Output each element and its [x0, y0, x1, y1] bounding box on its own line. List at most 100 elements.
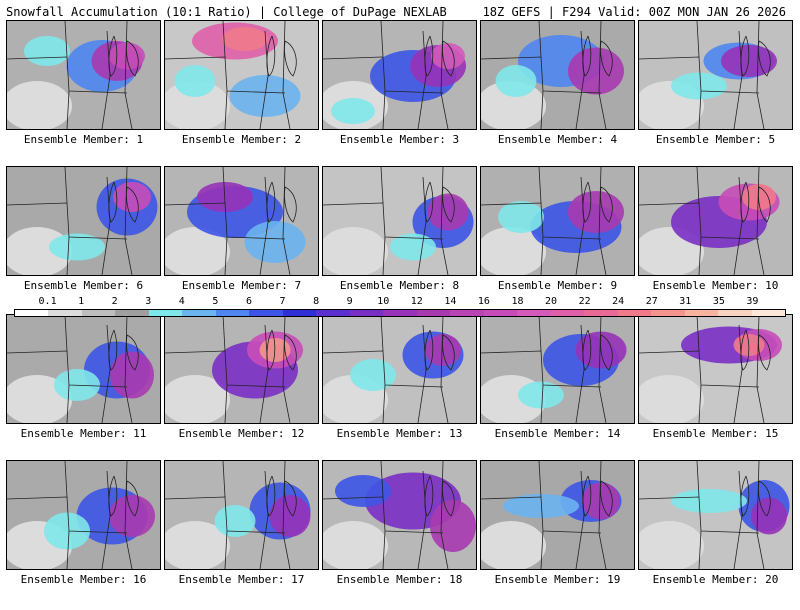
state-border — [424, 35, 434, 77]
state-border — [696, 315, 700, 352]
state-border — [66, 90, 70, 129]
legend-swatch — [115, 310, 149, 316]
state-border — [108, 35, 118, 77]
state-border — [417, 324, 427, 423]
legend-swatch — [517, 310, 551, 316]
state-border — [575, 30, 585, 129]
state-border — [733, 30, 743, 129]
legend-swatch — [282, 310, 317, 316]
light-snow-area — [481, 227, 546, 275]
map-frame — [638, 314, 793, 424]
snowfall-map — [7, 167, 160, 275]
state-border — [733, 324, 743, 423]
snowfall-contour — [427, 193, 469, 231]
ensemble-member-label: Ensemble Member: 4 — [497, 133, 618, 146]
snowfall-contour — [742, 184, 776, 210]
legend-swatch — [718, 310, 752, 316]
state-border — [575, 324, 585, 423]
state-border — [323, 350, 444, 388]
legend-tick-label: 27 — [645, 296, 658, 307]
map-frame — [164, 166, 319, 276]
state-border — [382, 236, 386, 275]
state-border — [323, 496, 444, 534]
legend-swatch — [584, 310, 618, 316]
snowfall-contour — [222, 27, 268, 51]
legend-swatch — [81, 310, 116, 316]
ensemble-member-label: Ensemble Member: 13 — [336, 427, 463, 440]
state-border — [740, 35, 750, 77]
legend-tick-label: 6 — [245, 296, 252, 307]
state-border — [101, 470, 111, 569]
chart-title-right: 18Z GEFS | F294 Valid: 00Z MON JAN 26 20… — [482, 5, 786, 19]
state-border — [126, 334, 139, 371]
state-border — [7, 202, 128, 240]
ensemble-member-label: Ensemble Member: 16 — [20, 573, 147, 586]
state-border — [582, 475, 592, 517]
state-border — [442, 480, 455, 517]
state-border — [101, 176, 111, 275]
state-border — [323, 56, 444, 94]
ensemble-member-label: Ensemble Member: 15 — [652, 427, 779, 440]
ensemble-panel: Ensemble Member: 20 — [638, 460, 793, 610]
snowfall-contour — [431, 43, 465, 69]
panel-row: Ensemble Member: 11 Ensemble Member: 12 En… — [6, 314, 794, 464]
legend-swatch — [349, 310, 384, 316]
state-border — [698, 530, 702, 569]
map-frame — [480, 460, 635, 570]
state-border — [698, 90, 702, 129]
snowfall-map — [7, 21, 160, 129]
light-snow-area — [165, 521, 230, 569]
legend-swatch — [751, 310, 786, 316]
state-border — [284, 186, 297, 223]
legend-swatch — [148, 310, 183, 316]
state-border — [222, 315, 226, 352]
state-border — [126, 40, 139, 77]
state-border — [538, 167, 542, 204]
state-border — [639, 202, 760, 240]
map-frame — [322, 314, 477, 424]
state-border — [582, 181, 592, 223]
ensemble-panel: Ensemble Member: 16 — [6, 460, 161, 610]
ensemble-panel: Ensemble Member: 5 — [638, 20, 793, 170]
ensemble-panel: Ensemble Member: 7 — [164, 166, 319, 316]
state-border — [538, 461, 542, 498]
state-border — [740, 475, 750, 517]
legend-tick-label: 7 — [279, 296, 286, 307]
map-frame — [6, 166, 161, 276]
map-frame — [164, 314, 319, 424]
state-border — [698, 384, 702, 423]
state-border — [108, 181, 118, 223]
state-border — [382, 90, 386, 129]
state-border — [259, 176, 269, 275]
snowfall-map — [639, 21, 792, 129]
snowfall-contour — [49, 233, 105, 261]
state-border — [540, 90, 544, 129]
state-border — [442, 40, 455, 77]
state-border — [165, 56, 286, 94]
ensemble-member-label: Ensemble Member: 1 — [23, 133, 144, 146]
state-border — [126, 480, 139, 517]
state-border — [108, 475, 118, 517]
snowfall-map — [639, 461, 792, 569]
ensemble-member-label: Ensemble Member: 6 — [23, 279, 144, 292]
state-border — [481, 350, 602, 388]
state-border — [224, 90, 228, 129]
ensemble-member-label: Ensemble Member: 10 — [652, 279, 779, 292]
ensemble-panel: Ensemble Member: 3 — [322, 20, 477, 170]
snowfall-contour — [671, 72, 727, 100]
ensemble-member-label: Ensemble Member: 9 — [497, 279, 618, 292]
light-snow-area — [481, 81, 546, 129]
snowfall-contour — [671, 489, 747, 513]
state-border — [259, 30, 269, 129]
legend-tick-label: 14 — [444, 296, 457, 307]
state-border — [481, 496, 602, 534]
state-border — [600, 186, 613, 223]
snowfall-contour — [582, 482, 620, 520]
state-border — [259, 324, 269, 423]
map-frame — [322, 166, 477, 276]
snowfall-contour — [214, 505, 256, 537]
snowfall-contour — [518, 381, 564, 409]
ensemble-panel: Ensemble Member: 9 — [480, 166, 635, 316]
legend-swatch — [15, 310, 49, 316]
legend-tick-label: 39 — [746, 296, 759, 307]
